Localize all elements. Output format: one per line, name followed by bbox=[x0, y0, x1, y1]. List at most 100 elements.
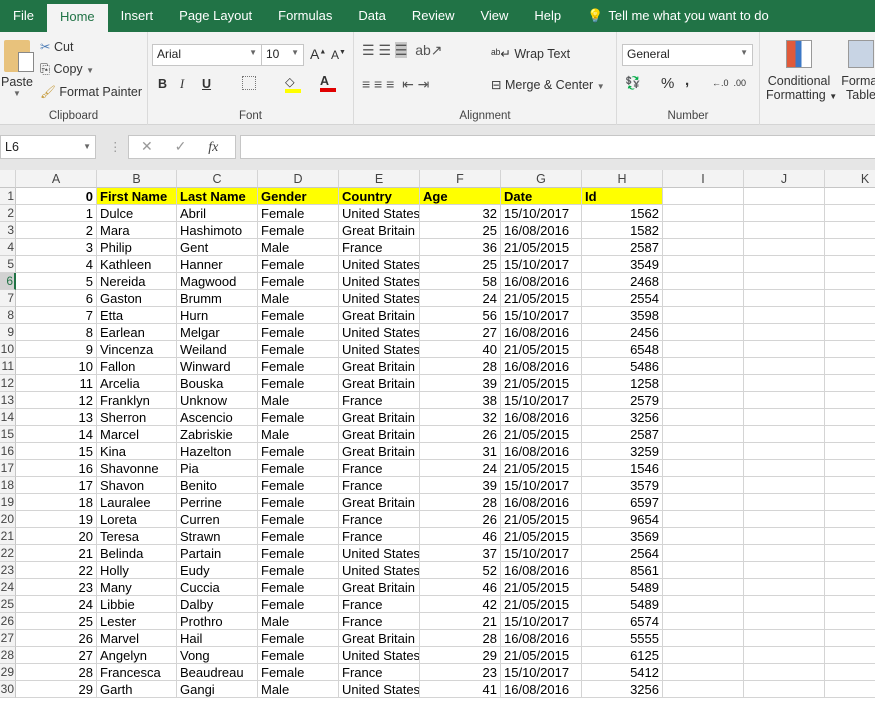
cell[interactable] bbox=[663, 256, 744, 273]
cell[interactable]: 26 bbox=[16, 630, 97, 647]
insert-function-icon[interactable]: fx bbox=[208, 140, 219, 155]
tab-data[interactable]: Data bbox=[358, 8, 386, 23]
percent-button[interactable]: % bbox=[661, 75, 675, 92]
cell[interactable]: 21/05/2015 bbox=[501, 341, 582, 358]
tab-review[interactable]: Review bbox=[411, 8, 455, 23]
cell[interactable]: Female bbox=[258, 256, 339, 273]
select-all-corner[interactable] bbox=[0, 170, 16, 188]
cell[interactable]: 28 bbox=[420, 494, 501, 511]
cell[interactable]: Magwood bbox=[177, 273, 258, 290]
cell[interactable]: 29 bbox=[16, 681, 97, 698]
cell[interactable] bbox=[744, 409, 825, 426]
cell[interactable] bbox=[663, 460, 744, 477]
name-box[interactable]: L6 ▼ bbox=[0, 135, 96, 159]
conditional-formatting-button[interactable]: Conditional Formatting ▼ bbox=[766, 40, 837, 102]
cell[interactable] bbox=[825, 409, 875, 426]
cell[interactable]: 16/08/2016 bbox=[501, 494, 582, 511]
cell[interactable]: 28 bbox=[420, 630, 501, 647]
cell[interactable]: 16/08/2016 bbox=[501, 443, 582, 460]
cell[interactable] bbox=[825, 562, 875, 579]
cell[interactable]: Abril bbox=[177, 205, 258, 222]
cell[interactable] bbox=[825, 307, 875, 324]
cell[interactable] bbox=[663, 664, 744, 681]
cell[interactable] bbox=[744, 562, 825, 579]
cell[interactable] bbox=[663, 613, 744, 630]
cell[interactable]: Female bbox=[258, 494, 339, 511]
comma-button[interactable]: , bbox=[685, 72, 690, 89]
tell-me-search[interactable]: 💡 Tell me what you want to do bbox=[574, 0, 782, 32]
cell[interactable]: 15/10/2017 bbox=[501, 307, 582, 324]
cell[interactable]: 18 bbox=[16, 494, 97, 511]
row-header[interactable]: 2 bbox=[0, 205, 16, 222]
cell[interactable]: Zabriskie bbox=[177, 426, 258, 443]
cell[interactable]: Philip bbox=[97, 239, 177, 256]
cell[interactable]: Male bbox=[258, 290, 339, 307]
row-header[interactable]: 8 bbox=[0, 307, 16, 324]
cell[interactable]: 9 bbox=[16, 341, 97, 358]
cell[interactable]: 39 bbox=[420, 477, 501, 494]
row-header[interactable]: 5 bbox=[0, 256, 16, 273]
cell[interactable] bbox=[825, 494, 875, 511]
row-header[interactable]: 1 bbox=[0, 188, 16, 205]
cell[interactable]: Gent bbox=[177, 239, 258, 256]
cell[interactable] bbox=[825, 358, 875, 375]
cell[interactable] bbox=[744, 290, 825, 307]
cell[interactable]: 5 bbox=[16, 273, 97, 290]
merge-center-button[interactable]: ⊟ Merge & Center ▼ bbox=[491, 78, 605, 92]
cell[interactable]: Hail bbox=[177, 630, 258, 647]
column-header-i[interactable]: I bbox=[663, 170, 744, 188]
cell[interactable]: 13 bbox=[16, 409, 97, 426]
font-size-select[interactable]: 10 ▼ bbox=[261, 44, 304, 66]
cell[interactable] bbox=[825, 681, 875, 698]
header-cell[interactable]: Last Name bbox=[177, 188, 258, 205]
cell[interactable]: Female bbox=[258, 477, 339, 494]
cell[interactable]: 42 bbox=[420, 596, 501, 613]
cell[interactable]: Male bbox=[258, 392, 339, 409]
cell[interactable]: Male bbox=[258, 681, 339, 698]
cell[interactable]: 16/08/2016 bbox=[501, 409, 582, 426]
bold-button[interactable]: B bbox=[158, 77, 168, 91]
row-header[interactable]: 21 bbox=[0, 528, 16, 545]
cell[interactable]: France bbox=[339, 239, 420, 256]
cell[interactable]: 16/08/2016 bbox=[501, 358, 582, 375]
cell[interactable] bbox=[663, 545, 744, 562]
cell[interactable] bbox=[825, 579, 875, 596]
cell[interactable] bbox=[663, 341, 744, 358]
column-header-c[interactable]: C bbox=[177, 170, 258, 188]
cell[interactable]: Vincenza bbox=[97, 341, 177, 358]
cell[interactable] bbox=[825, 630, 875, 647]
cell[interactable]: Great Britain bbox=[339, 409, 420, 426]
tab-home[interactable]: Home bbox=[46, 4, 108, 32]
tab-help[interactable]: Help bbox=[534, 8, 562, 23]
cell[interactable]: Female bbox=[258, 664, 339, 681]
cell[interactable]: France bbox=[339, 392, 420, 409]
cell[interactable]: Pia bbox=[177, 460, 258, 477]
increase-font-icon[interactable]: A▲ bbox=[310, 46, 327, 62]
cell[interactable] bbox=[744, 613, 825, 630]
cell[interactable]: Shavonne bbox=[97, 460, 177, 477]
cell[interactable] bbox=[744, 239, 825, 256]
cell[interactable]: 56 bbox=[420, 307, 501, 324]
cell[interactable] bbox=[663, 358, 744, 375]
cell[interactable]: 5555 bbox=[582, 630, 663, 647]
column-header-h[interactable]: H bbox=[582, 170, 663, 188]
cell[interactable] bbox=[825, 613, 875, 630]
row-header[interactable]: 29 bbox=[0, 664, 16, 681]
cell[interactable] bbox=[663, 324, 744, 341]
cell[interactable] bbox=[744, 664, 825, 681]
cell[interactable]: Marcel bbox=[97, 426, 177, 443]
row-header[interactable]: 18 bbox=[0, 477, 16, 494]
cell[interactable]: Lauralee bbox=[97, 494, 177, 511]
cell[interactable]: 21/05/2015 bbox=[501, 426, 582, 443]
cell[interactable]: Female bbox=[258, 528, 339, 545]
cell[interactable]: 8561 bbox=[582, 562, 663, 579]
cell[interactable]: Cuccia bbox=[177, 579, 258, 596]
cell[interactable]: 17 bbox=[16, 477, 97, 494]
cell[interactable]: Female bbox=[258, 222, 339, 239]
column-header-f[interactable]: F bbox=[420, 170, 501, 188]
cell[interactable] bbox=[663, 630, 744, 647]
cell[interactable]: 15/10/2017 bbox=[501, 613, 582, 630]
cell[interactable] bbox=[825, 256, 875, 273]
cell[interactable] bbox=[663, 307, 744, 324]
tab-view[interactable]: View bbox=[480, 8, 509, 23]
